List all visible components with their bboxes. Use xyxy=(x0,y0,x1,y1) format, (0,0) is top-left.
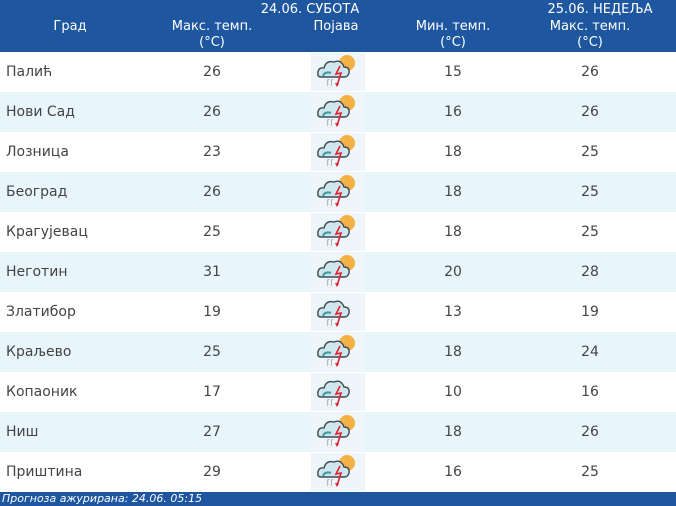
city-name: Београд xyxy=(6,184,68,200)
svg-text:ʃ ʃ: ʃ ʃ xyxy=(326,159,334,166)
table-row: Нови Сад 26 ʃ ʃ 16 26 xyxy=(0,92,676,132)
storm-sun-icon: ʃ ʃ xyxy=(311,93,365,131)
city-name: Копаоник xyxy=(6,384,78,400)
city-header: Град xyxy=(53,19,87,34)
storm-sun-icon: ʃ ʃ xyxy=(311,413,365,451)
table-row: Златибор 19 ʃ ʃ 13 19 xyxy=(0,292,676,332)
city-name: Палић xyxy=(6,64,53,80)
max-temp-day2: 25 xyxy=(581,184,599,200)
max-temp-day2: 25 xyxy=(581,144,599,160)
day1-label: 24.06. СУБОТА xyxy=(260,2,360,17)
max-temp-day1: 26 xyxy=(203,104,221,120)
day2-label: 25.06. НЕДЕЉА xyxy=(547,2,653,17)
forecast-updated: Прогноза ажурирана: 24.06. 05:15 xyxy=(0,492,676,506)
city-name: Крагујевац xyxy=(6,224,88,240)
max-temp-day1: 26 xyxy=(203,184,221,200)
svg-text:ʃ ʃ: ʃ ʃ xyxy=(326,119,334,126)
svg-text:ʃ ʃ: ʃ ʃ xyxy=(326,199,334,206)
svg-text:ʃ ʃ: ʃ ʃ xyxy=(326,399,334,406)
table-row: Палић 26 ʃ ʃ 15 26 xyxy=(0,52,676,92)
max-temp-day1: 23 xyxy=(203,144,221,160)
city-name: Златибор xyxy=(6,304,76,320)
table-row: Краљево 25 ʃ ʃ 18 24 xyxy=(0,332,676,372)
max2-unit: (°C) xyxy=(577,35,603,50)
max-temp-day2: 28 xyxy=(581,264,599,280)
max-temp-day1: 29 xyxy=(203,464,221,480)
min-temp: 18 xyxy=(444,184,462,200)
max-temp-day1: 31 xyxy=(203,264,221,280)
min-temp: 18 xyxy=(444,144,462,160)
max-temp-day1: 25 xyxy=(203,224,221,240)
storm-sun-icon: ʃ ʃ xyxy=(311,213,365,251)
min-unit: (°C) xyxy=(440,35,466,50)
table-header: 24.06. СУБОТА 25.06. НЕДЕЉА Град Макс. т… xyxy=(0,0,676,52)
max2-header: Макс. темп. xyxy=(549,19,631,34)
storm-sun-icon: ʃ ʃ xyxy=(311,173,365,211)
max-temp-day2: 25 xyxy=(581,464,599,480)
max-temp-day2: 26 xyxy=(581,64,599,80)
min-temp: 20 xyxy=(444,264,462,280)
svg-text:ʃ ʃ: ʃ ʃ xyxy=(326,319,334,326)
min-temp: 18 xyxy=(444,344,462,360)
city-name: Неготин xyxy=(6,264,68,280)
storm-icon: ʃ ʃ xyxy=(311,373,365,411)
svg-text:ʃ ʃ: ʃ ʃ xyxy=(326,279,334,286)
max-temp-day1: 19 xyxy=(203,304,221,320)
min-temp: 18 xyxy=(444,224,462,240)
svg-text:ʃ ʃ: ʃ ʃ xyxy=(326,79,334,86)
max-temp-day2: 24 xyxy=(581,344,599,360)
storm-sun-icon: ʃ ʃ xyxy=(311,53,365,91)
max1-header: Макс. темп. xyxy=(171,19,253,34)
min-temp: 15 xyxy=(444,64,462,80)
storm-sun-icon: ʃ ʃ xyxy=(311,133,365,171)
min-temp: 16 xyxy=(444,104,462,120)
max-temp-day1: 26 xyxy=(203,64,221,80)
max-temp-day2: 16 xyxy=(581,384,599,400)
svg-text:ʃ ʃ: ʃ ʃ xyxy=(326,239,334,246)
storm-sun-icon: ʃ ʃ xyxy=(311,333,365,371)
max-temp-day2: 19 xyxy=(581,304,599,320)
max-temp-day2: 25 xyxy=(581,224,599,240)
table-row: Крагујевац 25 ʃ ʃ 18 25 xyxy=(0,212,676,252)
storm-icon: ʃ ʃ xyxy=(311,293,365,331)
city-name: Ниш xyxy=(6,424,39,440)
svg-text:ʃ ʃ: ʃ ʃ xyxy=(326,359,334,366)
max1-unit: (°C) xyxy=(199,35,225,50)
city-name: Лозница xyxy=(6,144,69,160)
table-row: Неготин 31 ʃ ʃ 20 28 xyxy=(0,252,676,292)
max-temp-day1: 17 xyxy=(203,384,221,400)
table-row: Копаоник 17 ʃ ʃ 10 16 xyxy=(0,372,676,412)
max-temp-day1: 27 xyxy=(203,424,221,440)
svg-text:ʃ ʃ: ʃ ʃ xyxy=(326,439,334,446)
min-temp: 10 xyxy=(444,384,462,400)
max-temp-day2: 26 xyxy=(581,104,599,120)
storm-sun-icon: ʃ ʃ xyxy=(311,453,365,491)
city-name: Приштина xyxy=(6,464,83,480)
table-row: Ниш 27 ʃ ʃ 18 26 xyxy=(0,412,676,452)
svg-text:ʃ ʃ: ʃ ʃ xyxy=(326,479,334,486)
table-row: Приштина 29 ʃ ʃ 16 25 xyxy=(0,452,676,492)
min-temp: 16 xyxy=(444,464,462,480)
city-name: Краљево xyxy=(6,344,72,360)
min-temp: 13 xyxy=(444,304,462,320)
min-header: Мин. темп. xyxy=(415,19,491,34)
phenomenon-header: Појава xyxy=(313,19,359,34)
city-name: Нови Сад xyxy=(6,104,75,120)
storm-sun-icon: ʃ ʃ xyxy=(311,253,365,291)
table-row: Лозница 23 ʃ ʃ 18 25 xyxy=(0,132,676,172)
max-temp-day1: 25 xyxy=(203,344,221,360)
table-row: Београд 26 ʃ ʃ 18 25 xyxy=(0,172,676,212)
max-temp-day2: 26 xyxy=(581,424,599,440)
min-temp: 18 xyxy=(444,424,462,440)
